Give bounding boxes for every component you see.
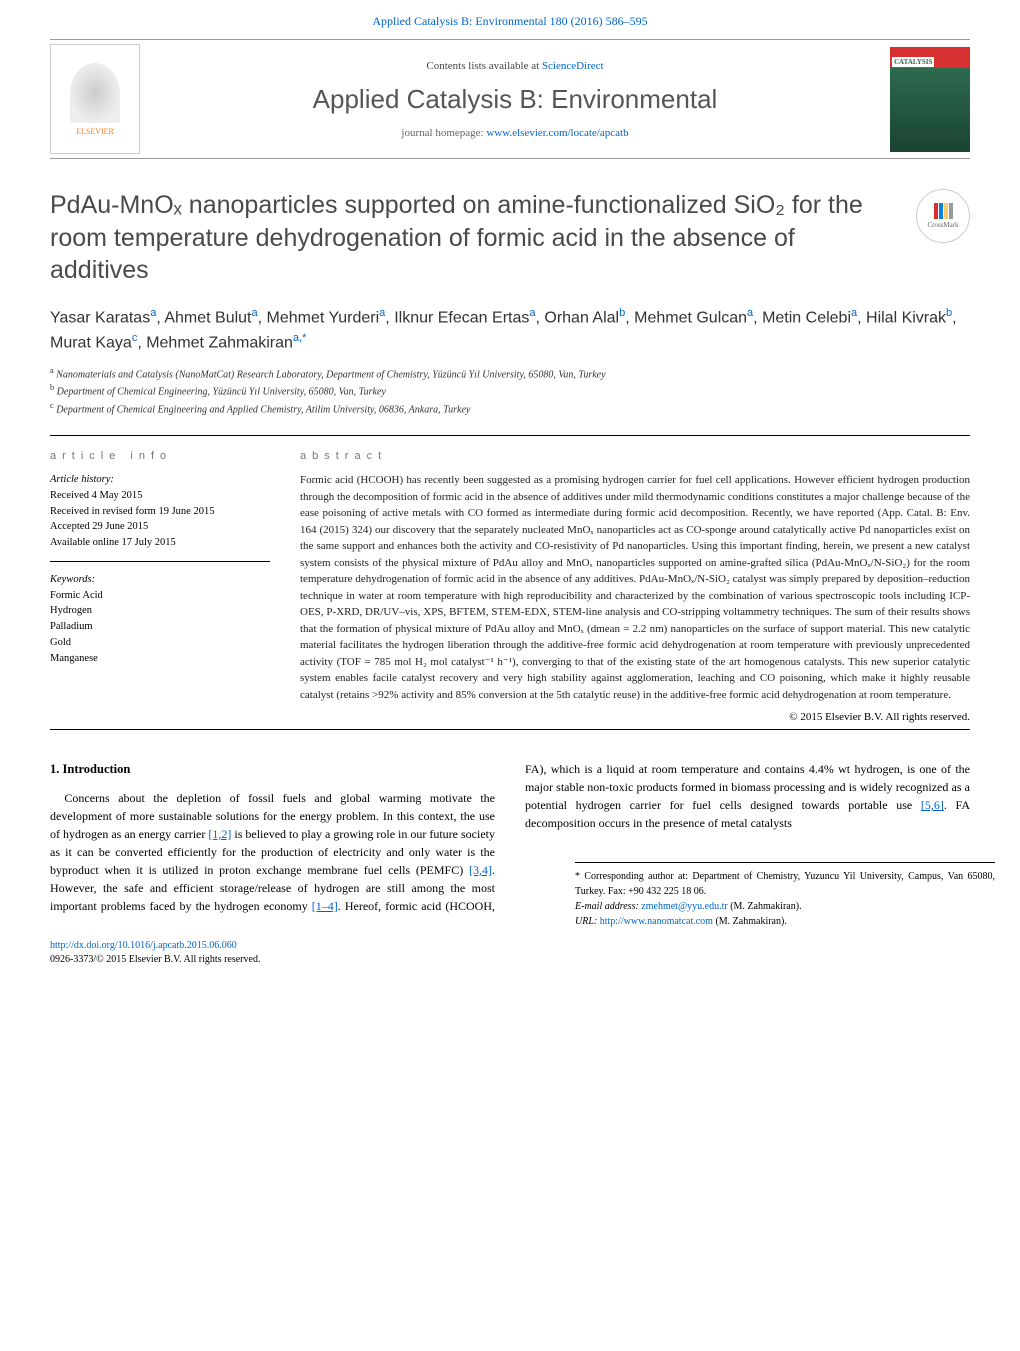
sciencedirect-link[interactable]: ScienceDirect xyxy=(542,60,604,72)
received-date: Received 4 May 2015 xyxy=(50,490,142,501)
elsevier-tree-icon xyxy=(70,63,120,123)
elsevier-logo[interactable]: ELSEVIER xyxy=(50,44,140,154)
email-link[interactable]: zmehmet@yyu.edu.tr xyxy=(641,901,727,912)
ref-3-4[interactable]: [3,4] xyxy=(469,863,492,877)
keyword-1: Hydrogen xyxy=(50,605,92,616)
contents-prefix: Contents lists available at xyxy=(426,60,541,72)
url-line: URL: http://www.nanomatcat.com (M. Zahma… xyxy=(575,914,995,929)
publisher-name: ELSEVIER xyxy=(76,127,114,136)
info-abstract-row: article info Article history: Received 4… xyxy=(0,450,1020,723)
article-info-heading: article info xyxy=(50,450,270,462)
affiliation-c: c Department of Chemical Engineering and… xyxy=(50,400,970,417)
homepage-line: journal homepage: www.elsevier.com/locat… xyxy=(140,127,890,139)
crossmark-badge[interactable]: CrossMark xyxy=(916,189,970,243)
body-columns: 1. Introduction Concerns about the deple… xyxy=(0,760,1020,929)
keywords-label: Keywords: xyxy=(50,574,95,585)
keyword-0: Formic Acid xyxy=(50,590,103,601)
revised-date: Received in revised form 19 June 2015 xyxy=(50,506,214,517)
affiliations: a Nanomaterials and Catalysis (NanoMatCa… xyxy=(50,365,970,417)
affiliation-b: b Department of Chemical Engineering, Yü… xyxy=(50,382,970,399)
ref-1-2[interactable]: [1,2] xyxy=(208,827,231,841)
doi-link[interactable]: http://dx.doi.org/10.1016/j.apcatb.2015.… xyxy=(50,940,237,951)
keywords-block: Keywords: Formic Acid Hydrogen Palladium… xyxy=(50,572,270,677)
article-info-column: article info Article history: Received 4… xyxy=(50,450,270,723)
crossmark-label: CrossMark xyxy=(927,221,958,229)
affiliation-a: a Nanomaterials and Catalysis (NanoMatCa… xyxy=(50,365,970,382)
corresponding-author: * Corresponding author at: Department of… xyxy=(575,869,995,899)
ref-5-6[interactable]: [5,6] xyxy=(921,798,944,812)
keyword-3: Gold xyxy=(50,637,71,648)
ref-1-4[interactable]: [1–4] xyxy=(312,899,338,913)
divider-top xyxy=(50,435,970,436)
article-title: PdAu-MnOₓ nanoparticles supported on ami… xyxy=(50,189,970,287)
accepted-date: Accepted 29 June 2015 xyxy=(50,521,148,532)
online-date: Available online 17 July 2015 xyxy=(50,537,176,548)
homepage-link[interactable]: www.elsevier.com/locate/apcatb xyxy=(486,127,628,139)
abstract-column: abstract Formic acid (HCOOH) has recentl… xyxy=(300,450,970,723)
article-history: Article history: Received 4 May 2015 Rec… xyxy=(50,472,270,562)
abstract-heading: abstract xyxy=(300,450,970,462)
issn-copyright: 0926-3373/© 2015 Elsevier B.V. All right… xyxy=(50,954,260,965)
intro-heading: 1. Introduction xyxy=(50,760,495,779)
keyword-2: Palladium xyxy=(50,621,93,632)
divider-bottom xyxy=(50,729,970,730)
contents-line: Contents lists available at ScienceDirec… xyxy=(140,60,890,72)
doi-block: http://dx.doi.org/10.1016/j.apcatb.2015.… xyxy=(0,929,1020,997)
crossmark-icon xyxy=(934,203,953,219)
keyword-4: Manganese xyxy=(50,653,98,664)
abstract-text: Formic acid (HCOOH) has recently been su… xyxy=(300,472,970,703)
email-line: E-mail address: zmehmet@yyu.edu.tr (M. Z… xyxy=(575,899,995,914)
cover-label: CATALYSIS xyxy=(892,57,934,67)
history-label: Article history: xyxy=(50,474,114,485)
article-head: CrossMark PdAu-MnOₓ nanoparticles suppor… xyxy=(0,189,1020,417)
journal-ref[interactable]: Applied Catalysis B: Environmental 180 (… xyxy=(0,0,1020,39)
author-url-link[interactable]: http://www.nanomatcat.com xyxy=(600,916,713,927)
footnotes: * Corresponding author at: Department of… xyxy=(575,862,995,929)
journal-title: Applied Catalysis B: Environmental xyxy=(140,84,890,115)
journal-header: ELSEVIER Contents lists available at Sci… xyxy=(50,39,970,159)
authors-list: Yasar Karatasa, Ahmet Buluta, Mehmet Yur… xyxy=(50,305,970,356)
homepage-prefix: journal homepage: xyxy=(401,127,486,139)
journal-cover-thumb[interactable]: CATALYSIS xyxy=(890,47,970,152)
abstract-copyright: © 2015 Elsevier B.V. All rights reserved… xyxy=(300,711,970,723)
header-center: Contents lists available at ScienceDirec… xyxy=(140,60,890,139)
